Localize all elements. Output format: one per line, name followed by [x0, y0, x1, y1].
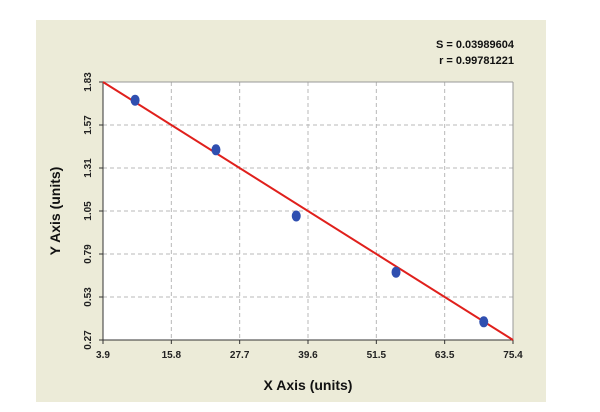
y-tick-label: 0.27: [83, 330, 94, 350]
x-tick-label: 27.7: [230, 350, 250, 361]
x-tick-label: 51.5: [367, 350, 387, 361]
data-point: [130, 94, 140, 106]
data-point: [211, 144, 221, 156]
y-tick-label: 1.83: [83, 72, 94, 92]
y-tick-label: 0.79: [83, 244, 94, 264]
r-statistic: r = 0.99781221: [439, 55, 514, 67]
x-axis-title: X Axis (units): [264, 377, 353, 393]
y-tick-label: 1.57: [83, 115, 94, 135]
x-tick-label: 75.4: [503, 350, 523, 361]
s-statistic: S = 0.03989604: [436, 39, 515, 51]
x-tick-label: 3.9: [96, 350, 110, 361]
data-point: [291, 210, 301, 222]
data-points: [130, 94, 489, 328]
x-tick-label: 39.6: [298, 350, 318, 361]
data-point: [479, 316, 489, 328]
y-tick-label: 1.31: [83, 158, 94, 178]
fit-line: [102, 81, 514, 341]
y-tick-label: 0.53: [83, 287, 94, 307]
y-axis-title: Y Axis (units): [47, 167, 63, 256]
x-tick-label: 15.8: [162, 350, 182, 361]
y-tick-label: 1.05: [83, 201, 94, 221]
x-tick-label: 63.5: [435, 350, 455, 361]
tick-labels: 3.9 15.8 27.7 39.6 51.5 63.5 75.4 1.83 1.57 1.31 1…: [83, 72, 523, 361]
data-point: [391, 266, 401, 278]
